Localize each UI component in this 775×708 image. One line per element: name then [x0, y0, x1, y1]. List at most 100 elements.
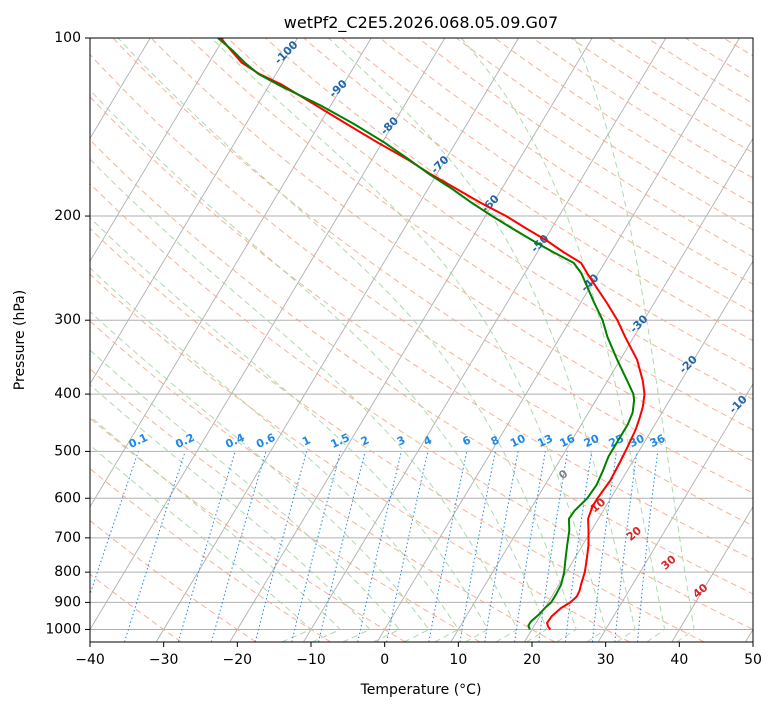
- plot-area: 0.1 0.2 0.4 0.6 1 1.5 2 3 4 6 8 10 13 16 20 25 30 36-100-…: [90, 38, 775, 642]
- mixing-ratio-line: [124, 451, 186, 642]
- isobar-grid: [90, 38, 753, 630]
- dry-adiabat-line: [90, 368, 481, 642]
- moist-adiabat-line: [328, 38, 636, 642]
- x-axis-ticks: −40 −30 −20 −10 0 10 20 30 40 50: [75, 642, 762, 668]
- moist-adiabat-line: [90, 267, 459, 642]
- dry-adiabat-line: [341, 38, 753, 313]
- mixing-ratio-label: 36: [648, 432, 668, 450]
- isotherm-line: [90, 38, 446, 631]
- dry-adiabat-label: -100: [272, 38, 301, 67]
- x-tick-label: −40: [75, 652, 105, 668]
- mixing-ratio-line: [318, 451, 366, 642]
- dry-adiabat-line: [456, 38, 753, 231]
- moist-adiabats: [90, 38, 695, 642]
- isotherm-line: [524, 260, 753, 642]
- mixing-ratio-label: 3: [395, 433, 407, 448]
- moist-adiabat-line: [90, 349, 401, 642]
- moist-adiabat-label: 20: [624, 524, 644, 544]
- plot-frame: [89, 37, 754, 643]
- moist-adiabat-line: [90, 310, 430, 642]
- moist-adiabat-line: [574, 38, 695, 642]
- isotherm-line: [155, 38, 519, 642]
- y-tick-label: 800: [54, 564, 81, 580]
- y-tick-label: 500: [54, 443, 81, 459]
- y-tick-label: 900: [54, 594, 81, 610]
- dry-adiabat-line: [303, 38, 753, 342]
- mixing-ratio-label: 2: [359, 433, 371, 448]
- reference-line-labels: 0.1 0.2 0.4 0.6 1 1.5 2 3 4 6 8 10 13 16 20 25 30 36-100-…: [127, 38, 750, 601]
- moist-adiabat-line: [460, 38, 666, 642]
- chart-title: wetPf2_C2E5.2026.068.05.09.G07: [284, 13, 558, 33]
- x-tick-label: 40: [670, 652, 688, 668]
- mixing-ratio-line: [564, 451, 593, 642]
- y-tick-label: 1000: [45, 621, 81, 637]
- mixing-ratio-label: 0.6: [254, 431, 277, 451]
- dry-adiabat-line: [188, 38, 753, 431]
- isotherm-line: [376, 38, 740, 642]
- mixing-ratio-label: 1: [300, 433, 312, 448]
- dry-adiabat-line: [90, 320, 556, 642]
- dry-adiabat-line: [90, 519, 257, 642]
- moist-adiabat-line: [117, 38, 577, 642]
- mixing-ratio-label: 13: [536, 432, 555, 450]
- x-tick-label: 10: [449, 652, 467, 668]
- isotherm-line: [671, 505, 753, 642]
- x-tick-label: 0: [380, 652, 389, 668]
- moist-adiabat-line: [90, 158, 518, 642]
- temperature-profile-line: [220, 38, 646, 631]
- x-tick-label: −30: [149, 652, 179, 668]
- isotherm-line: [745, 628, 753, 642]
- mixing-ratio-line: [291, 451, 341, 642]
- sounding-series: [217, 38, 646, 631]
- dry-adiabat-line: [112, 38, 753, 494]
- mixing-ratio-label: 6: [460, 433, 473, 448]
- mixing-ratio-label: 0.4: [223, 431, 246, 451]
- dry-adiabat-label: -90: [327, 77, 350, 100]
- dry-adiabat-line: [608, 38, 753, 129]
- dry-adiabat-line: [570, 38, 753, 154]
- moist-adiabat-line: [90, 216, 489, 642]
- moist-adiabat-line: [90, 383, 371, 642]
- isotherm-line: [303, 38, 667, 642]
- dry-adiabat-line: [532, 38, 753, 179]
- y-tick-label: 400: [54, 386, 81, 402]
- mixing-ratio-label: 0.2: [173, 431, 196, 451]
- moist-adiabat-label: 40: [690, 581, 710, 601]
- x-tick-label: −10: [296, 652, 326, 668]
- dry-adiabat-label: -10: [727, 393, 750, 416]
- x-tick-label: 30: [597, 652, 615, 668]
- y-tick-label: 300: [54, 312, 81, 328]
- dry-adiabat-line: [90, 139, 753, 595]
- dry-adiabat-label: -20: [677, 353, 700, 376]
- dry-adiabat-line: [90, 96, 753, 561]
- isotherm-line: [90, 38, 372, 508]
- mixing-ratio-line: [210, 451, 267, 642]
- dry-adiabat-label: -70: [428, 153, 451, 176]
- mixing-ratio-label: 8: [489, 433, 501, 448]
- dry-adiabats: [90, 38, 775, 642]
- moist-adiabat-label: 30: [659, 552, 679, 572]
- dry-adiabat-line: [762, 38, 775, 642]
- mixing-ratio-line: [386, 451, 429, 642]
- mixing-ratio-label: 25: [607, 432, 626, 450]
- mixing-ratio-line: [614, 451, 638, 642]
- dry-adiabat-line: [723, 38, 753, 57]
- x-axis-title: Temperature (°C): [360, 682, 482, 698]
- x-tick-label: −20: [223, 652, 253, 668]
- dry-adiabat-line: [227, 38, 753, 401]
- y-tick-label: 200: [54, 208, 81, 224]
- isotherm-line: [90, 38, 225, 263]
- mixing-ratio-label: 0.1: [127, 431, 150, 451]
- dry-adiabat-line: [265, 38, 753, 371]
- mixing-ratio-line: [254, 451, 308, 642]
- x-tick-label: 50: [744, 652, 762, 668]
- dry-adiabat-line: [90, 227, 705, 642]
- dry-adiabat-line: [494, 38, 753, 205]
- dry-adiabat-line: [417, 38, 753, 258]
- y-axis-title: Pressure (hPa): [12, 290, 28, 390]
- mixing-ratio-lines: [90, 451, 659, 642]
- moist-adiabat-label: 0: [556, 467, 570, 482]
- moist-adiabat-line: [90, 444, 312, 642]
- mixing-ratio-line: [177, 451, 236, 642]
